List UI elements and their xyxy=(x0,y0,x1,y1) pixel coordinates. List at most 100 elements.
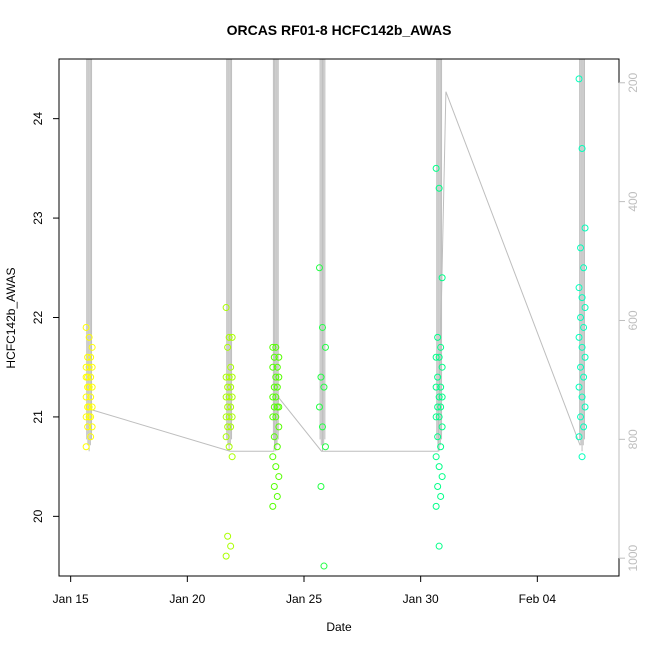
data-point-5 xyxy=(581,224,589,232)
data-point-2 xyxy=(269,393,277,401)
data-point-5 xyxy=(577,314,585,321)
data-point-4 xyxy=(437,383,445,391)
data-point-1 xyxy=(228,413,236,421)
data-point-0 xyxy=(82,413,90,421)
data-point-2 xyxy=(269,343,277,351)
data-point-3 xyxy=(315,264,323,272)
data-point-0 xyxy=(82,373,90,381)
data-point-4 xyxy=(438,393,446,401)
data-point-2 xyxy=(270,433,278,441)
data-point-2 xyxy=(272,393,280,401)
data-point-2 xyxy=(270,383,278,391)
data-point-2 xyxy=(273,403,281,411)
data-point-4 xyxy=(435,463,443,471)
y-tick-label: 22 xyxy=(31,311,45,325)
data-point-1 xyxy=(225,333,233,341)
data-point-0 xyxy=(87,433,95,441)
data-point-0 xyxy=(88,363,96,371)
data-point-1 xyxy=(228,373,236,381)
data-point-4 xyxy=(432,502,440,510)
data-point-2 xyxy=(269,502,277,510)
data-point-5 xyxy=(575,75,583,83)
data-point-2 xyxy=(273,363,281,371)
data-points xyxy=(82,75,589,570)
data-point-0 xyxy=(84,383,92,391)
x-axis-label: Date xyxy=(326,620,352,634)
data-point-4 xyxy=(438,423,446,431)
data-point-1 xyxy=(225,393,233,401)
data-point-1 xyxy=(224,383,232,391)
chart-title: ORCAS RF01-8 HCFC142b_AWAS xyxy=(227,22,452,38)
data-point-2 xyxy=(269,413,277,421)
data-point-4 xyxy=(437,492,445,500)
data-point-1 xyxy=(224,343,232,351)
data-point-2 xyxy=(275,373,283,381)
data-point-1 xyxy=(222,304,230,312)
data-point-4 xyxy=(438,274,446,282)
x-tick-label: Jan 15 xyxy=(53,592,89,606)
right-axis: 200 400 600 800 1000 xyxy=(618,72,640,572)
y-tick-label: 24 xyxy=(31,112,45,126)
right-tick-label: 200 xyxy=(626,72,640,92)
data-point-4 xyxy=(435,353,443,361)
data-point-3 xyxy=(318,423,326,431)
data-point-5 xyxy=(577,363,585,371)
data-point-4 xyxy=(435,413,443,421)
data-point-3 xyxy=(315,403,323,411)
data-point-1 xyxy=(225,443,233,451)
data-point-2 xyxy=(275,353,283,361)
data-point-5 xyxy=(580,323,588,331)
data-point-2 xyxy=(273,383,281,391)
data-point-4 xyxy=(434,483,442,491)
data-point-4 xyxy=(438,363,446,371)
data-point-1 xyxy=(227,363,235,371)
data-point-5 xyxy=(575,433,583,441)
data-point-2 xyxy=(272,413,280,421)
pressure-profiles xyxy=(86,59,585,452)
data-point-5 xyxy=(581,403,589,411)
data-point-5 xyxy=(578,144,586,152)
data-point-4 xyxy=(432,353,440,361)
data-point-5 xyxy=(580,264,588,272)
data-point-2 xyxy=(272,373,280,381)
data-point-3 xyxy=(320,562,328,570)
data-point-0 xyxy=(88,343,96,351)
data-point-0 xyxy=(85,363,93,371)
data-point-2 xyxy=(275,423,283,431)
data-point-5 xyxy=(575,383,583,391)
data-point-4 xyxy=(432,413,440,421)
data-point-5 xyxy=(580,423,588,431)
data-point-5 xyxy=(577,413,585,421)
data-point-3 xyxy=(317,373,325,381)
data-point-0 xyxy=(88,383,96,391)
data-point-4 xyxy=(432,383,440,391)
x-tick-label: Jan 20 xyxy=(169,592,205,606)
data-point-2 xyxy=(273,492,281,500)
y-tick-label: 21 xyxy=(31,410,45,424)
data-point-4 xyxy=(432,164,440,172)
data-point-1 xyxy=(227,542,235,550)
data-point-3 xyxy=(318,323,326,331)
data-point-0 xyxy=(82,393,90,401)
x-axis: Jan 15 Jan 20 Jan 25 Jan 30 Feb 04 xyxy=(53,575,556,606)
data-point-4 xyxy=(438,473,446,481)
y-axis: 20 21 22 23 24 xyxy=(31,112,60,523)
data-point-0 xyxy=(84,353,92,361)
data-point-2 xyxy=(270,353,278,361)
data-point-1 xyxy=(222,433,230,441)
data-point-1 xyxy=(225,413,233,421)
data-point-0 xyxy=(85,413,93,421)
data-point-5 xyxy=(577,244,585,252)
data-point-4 xyxy=(434,403,442,411)
data-point-1 xyxy=(224,403,232,411)
data-point-4 xyxy=(435,184,443,192)
data-point-1 xyxy=(227,403,235,411)
data-point-0 xyxy=(87,393,95,401)
data-point-4 xyxy=(435,393,443,401)
data-point-1 xyxy=(227,383,235,391)
data-point-2 xyxy=(270,483,278,491)
right-tick-label: 800 xyxy=(626,429,640,449)
data-point-2 xyxy=(272,463,280,471)
data-point-3 xyxy=(321,443,329,451)
